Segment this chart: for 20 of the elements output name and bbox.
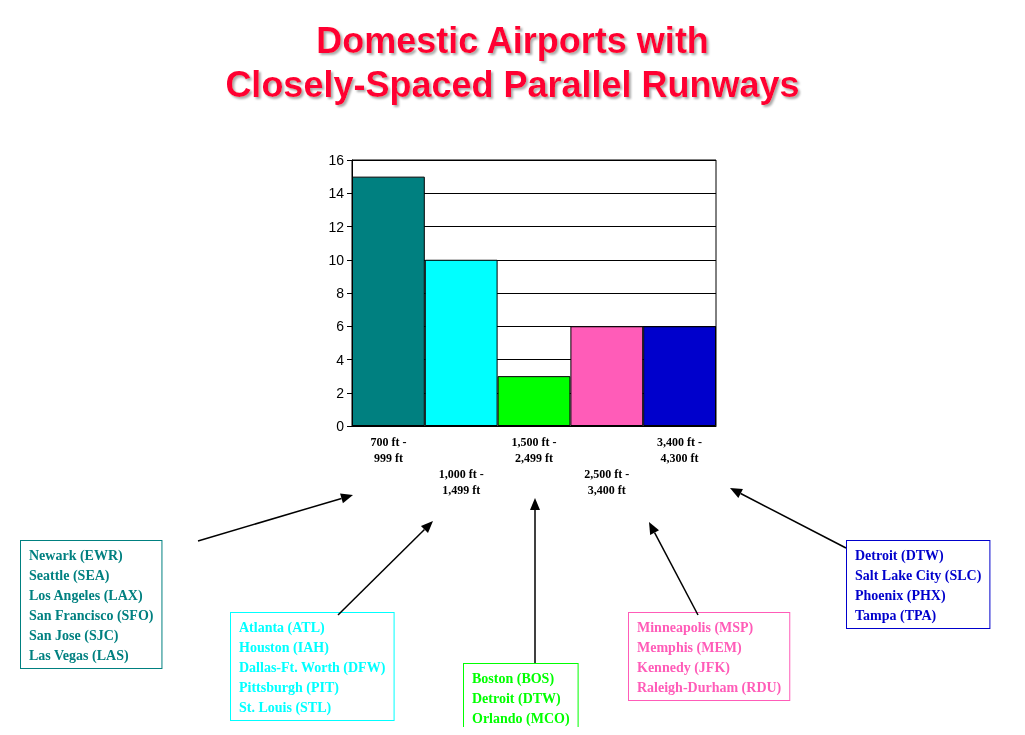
y-tick-label: 10 xyxy=(328,251,345,268)
text: Detroit (DTW) Salt Lake City (SLC) Phoenix (PHX) Tampa (TPA) xyxy=(855,547,982,624)
text: Atlanta (ATL) Houston (IAH) Dallas-Ft. Worth (DFW) Pittsburgh (PIT) St. Louis (STL) xyxy=(239,619,386,716)
y-tick-label: 2 xyxy=(336,384,345,401)
y-tick-label: 6 xyxy=(336,318,345,335)
x-tick-label: 700 ft - 999 ft xyxy=(370,435,407,465)
y-tick-label: 4 xyxy=(336,351,345,368)
y-tick-label: 8 xyxy=(336,285,345,301)
x-tick-label: 1,500 ft - 2,499 ft xyxy=(511,435,557,465)
text: Boston (BOS) Detroit (DTW) Orlando (MCO) xyxy=(472,670,570,727)
y-tick-label: 0 xyxy=(336,418,345,434)
y-tick-label: 12 xyxy=(328,218,345,235)
chart-title: Domestic Airports with Closely-Spaced Parallel Runways xyxy=(225,19,800,105)
x-tick-label: 3,400 ft - 4,300 ft xyxy=(657,435,703,465)
x-tick-label: 1,000 ft - 1,499 ft xyxy=(438,467,484,497)
x-tick-label: 2,500 ft - 3,400 ft xyxy=(584,467,630,497)
text: Minneapolis (MSP) Memphis (MEM) Kennedy (JFK) Raleigh-Durham (RDU) xyxy=(637,619,782,696)
y-tick-label: 14 xyxy=(328,185,345,202)
text: Newark (EWR) Seattle (SEA) Los Angeles (LAX) San Francisco (SFO) San Jose (SJC) Las Vegas (LAS) xyxy=(29,547,154,664)
y-tick-label: 16 xyxy=(328,152,345,168)
